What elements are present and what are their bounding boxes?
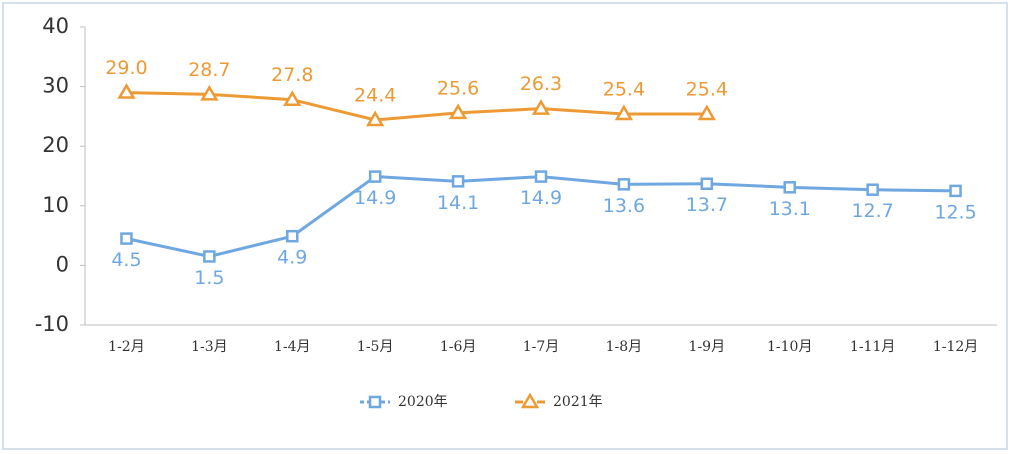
data-label: 13.7 <box>686 194 728 216</box>
point <box>368 170 382 183</box>
point <box>203 250 216 263</box>
data-label: 28.7 <box>188 59 230 81</box>
y-tick-label: 30 <box>42 74 69 98</box>
point <box>286 229 299 243</box>
point <box>617 178 631 191</box>
data-label: 14.1 <box>437 192 479 214</box>
data-label: 27.8 <box>271 64 313 86</box>
legend-label: 2020年 <box>398 394 448 410</box>
data-label: 4.5 <box>111 249 141 271</box>
point <box>697 104 716 121</box>
data-label: 14.9 <box>520 187 562 209</box>
data-label: 13.1 <box>769 198 811 220</box>
x-tick-label: 1-8月 <box>606 339 643 355</box>
point <box>534 170 548 183</box>
data-label: 25.6 <box>437 77 479 99</box>
legend-label: 2021年 <box>553 394 603 410</box>
x-tick-label: 1-12月 <box>933 339 978 355</box>
point <box>949 184 962 198</box>
y-tick-label: 20 <box>42 133 69 157</box>
data-label: 29.0 <box>105 57 147 79</box>
data-label: 25.4 <box>686 79 728 101</box>
data-label: 14.9 <box>354 187 396 209</box>
data-label: 12.5 <box>934 201 976 223</box>
data-label: 13.6 <box>603 195 645 217</box>
x-tick-label: 1-5月 <box>357 339 394 355</box>
point <box>117 83 136 99</box>
point <box>366 110 385 127</box>
data-label: 12.7 <box>851 200 893 222</box>
point <box>200 84 219 101</box>
x-tick-label: 1-9月 <box>689 339 726 355</box>
point <box>614 104 634 121</box>
x-tick-label: 1-2月 <box>108 339 145 355</box>
data-label: 25.4 <box>603 79 645 101</box>
point <box>866 183 879 196</box>
point <box>451 175 465 188</box>
x-tick-label: 1-7月 <box>523 339 560 355</box>
x-tick-label: 1-3月 <box>191 339 228 355</box>
y-tick-label: 40 <box>42 14 69 38</box>
point <box>783 181 796 194</box>
legend-marker <box>520 392 540 409</box>
y-tick-label: 0 <box>56 252 69 276</box>
point <box>700 177 714 190</box>
data-label: 4.9 <box>277 247 307 269</box>
y-tick-label: -10 <box>35 312 69 336</box>
point <box>283 90 302 106</box>
y-tick-label: 10 <box>42 193 69 217</box>
series-line <box>126 91 707 122</box>
x-tick-label: 1-6月 <box>440 339 477 355</box>
data-label: 26.3 <box>520 73 562 95</box>
point <box>531 99 551 115</box>
point <box>448 103 468 120</box>
x-tick-label: 1-4月 <box>274 339 311 355</box>
data-label: 1.5 <box>194 267 224 289</box>
x-tick-label: 1-10月 <box>767 339 812 355</box>
legend-marker <box>368 395 382 409</box>
data-label: 24.4 <box>354 84 396 106</box>
x-tick-label: 1-11月 <box>850 339 895 355</box>
point <box>120 232 133 245</box>
